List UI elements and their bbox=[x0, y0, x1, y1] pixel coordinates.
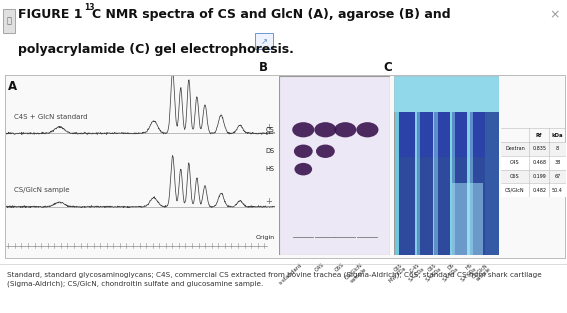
Text: C6S: C6S bbox=[334, 262, 345, 273]
FancyBboxPatch shape bbox=[255, 33, 273, 49]
Text: FIGURE 1: FIGURE 1 bbox=[18, 8, 83, 21]
Text: CS/GlcN: CS/GlcN bbox=[505, 188, 525, 193]
Text: Rf: Rf bbox=[536, 133, 542, 138]
Bar bbox=[469, 112, 485, 156]
Bar bbox=[434, 112, 450, 156]
Text: kDa: kDa bbox=[552, 133, 563, 138]
Bar bbox=[501, 183, 566, 197]
Bar bbox=[501, 142, 566, 156]
Bar bbox=[469, 112, 485, 255]
Text: 38: 38 bbox=[555, 160, 561, 165]
Bar bbox=[433, 112, 438, 255]
Text: B: B bbox=[259, 61, 268, 74]
Text: HS
SA KDa: HS SA KDa bbox=[457, 262, 477, 282]
Bar bbox=[417, 112, 433, 156]
Bar bbox=[415, 112, 420, 255]
Text: 50.4: 50.4 bbox=[552, 188, 563, 193]
Text: Origin: Origin bbox=[255, 235, 274, 240]
Bar bbox=[452, 183, 483, 255]
Text: s-standard: s-standard bbox=[278, 262, 303, 286]
Text: 0.199: 0.199 bbox=[532, 174, 546, 179]
Ellipse shape bbox=[294, 145, 312, 158]
Text: CS: CS bbox=[266, 127, 274, 133]
Bar bbox=[434, 112, 450, 255]
Text: A: A bbox=[9, 80, 18, 93]
Bar bbox=[467, 112, 473, 255]
Text: 8: 8 bbox=[556, 146, 559, 151]
Bar bbox=[452, 112, 467, 255]
Bar bbox=[399, 112, 415, 255]
Bar bbox=[394, 76, 499, 112]
Text: C6S
SA KDa: C6S SA KDa bbox=[421, 262, 442, 282]
Text: ×: × bbox=[549, 8, 560, 21]
Text: CS/GlcN
sample: CS/GlcN sample bbox=[344, 262, 367, 285]
Text: 0.468: 0.468 bbox=[532, 160, 546, 165]
Text: C NMR spectra of CS and GlcN (A), agarose (B) and: C NMR spectra of CS and GlcN (A), agaros… bbox=[92, 8, 451, 21]
Ellipse shape bbox=[316, 145, 335, 158]
Ellipse shape bbox=[334, 122, 357, 137]
Ellipse shape bbox=[357, 122, 379, 137]
Ellipse shape bbox=[314, 122, 336, 137]
Text: CS/GlcN
sample: CS/GlcN sample bbox=[471, 262, 492, 283]
Text: C: C bbox=[383, 61, 392, 74]
Text: C4S: C4S bbox=[510, 160, 520, 165]
Text: DS: DS bbox=[265, 148, 274, 154]
Text: 13: 13 bbox=[84, 3, 95, 12]
Text: HS: HS bbox=[265, 166, 274, 172]
Text: C-4S
SA KDa: C-4S SA KDa bbox=[404, 262, 425, 282]
Text: C4S: C4S bbox=[314, 262, 325, 273]
Text: Standard, standard glycosaminoglycans; C4S, commercial CS extracted from bovine : Standard, standard glycosaminoglycans; C… bbox=[7, 272, 541, 287]
Text: C4S + GlcN standard: C4S + GlcN standard bbox=[14, 114, 87, 120]
Bar bbox=[501, 170, 566, 183]
Text: 67: 67 bbox=[555, 174, 561, 179]
Text: C6S: C6S bbox=[510, 174, 520, 179]
Text: 0.835: 0.835 bbox=[532, 146, 546, 151]
Bar bbox=[501, 156, 566, 170]
Text: DS
SA KDa: DS SA KDa bbox=[439, 262, 460, 282]
Bar bbox=[485, 112, 499, 255]
Bar bbox=[450, 112, 455, 255]
Text: polyacrylamide (C) gel electrophoresis.: polyacrylamide (C) gel electrophoresis. bbox=[18, 43, 294, 56]
Text: +: + bbox=[265, 197, 272, 206]
Text: +: + bbox=[265, 123, 272, 132]
Bar bbox=[417, 112, 433, 255]
Text: 0.482: 0.482 bbox=[532, 188, 546, 193]
Bar bbox=[452, 112, 467, 156]
Text: C6S
MW KDa: C6S MW KDa bbox=[384, 262, 407, 284]
FancyBboxPatch shape bbox=[3, 9, 15, 33]
Ellipse shape bbox=[294, 163, 312, 175]
Text: ⎙: ⎙ bbox=[7, 17, 11, 25]
Bar bbox=[399, 112, 415, 156]
Text: CS/GlcN sample: CS/GlcN sample bbox=[14, 187, 69, 193]
Ellipse shape bbox=[292, 122, 314, 137]
Text: ↗: ↗ bbox=[261, 37, 268, 46]
Text: Dextran: Dextran bbox=[505, 146, 525, 151]
